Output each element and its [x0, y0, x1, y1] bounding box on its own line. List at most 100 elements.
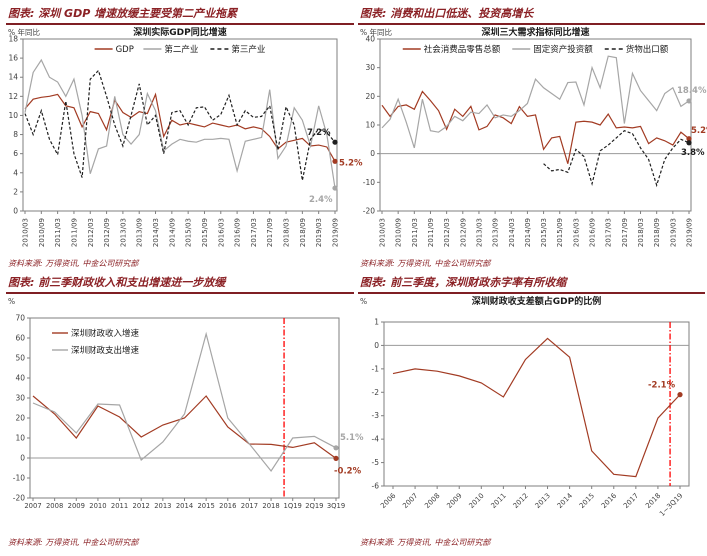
svg-text:第三产业: 第三产业	[231, 44, 265, 55]
svg-text:2017: 2017	[241, 502, 258, 510]
svg-text:1Q19: 1Q19	[284, 502, 302, 510]
svg-text:4: 4	[13, 168, 18, 177]
svg-text:2014/03: 2014/03	[508, 218, 516, 247]
panel-fiscal-deficit: 图表: 前三季度，深圳财政赤字率有所收缩 % 深圳财政收支差额占GDP的比例 -6 -…	[358, 272, 705, 551]
svg-text:%: %	[360, 297, 367, 306]
svg-text:0: 0	[20, 454, 25, 463]
svg-text:1: 1	[374, 318, 379, 327]
svg-text:-4: -4	[372, 435, 380, 444]
svg-text:-2: -2	[372, 388, 380, 397]
svg-text:2018: 2018	[644, 492, 662, 510]
svg-text:-3: -3	[372, 411, 380, 420]
svg-text:2017/09: 2017/09	[621, 218, 629, 247]
svg-text:10: 10	[8, 111, 18, 120]
svg-text:2014: 2014	[556, 491, 575, 510]
svg-text:2010/09: 2010/09	[38, 218, 46, 247]
chart-fiscal-growth: % -20 -10 0 10 20 30 40 50 60 70 2007 2008 2009 2010 20…	[8, 297, 364, 510]
svg-text:深圳财政收入增速: 深圳财政收入增速	[71, 328, 140, 339]
svg-text:2016: 2016	[219, 502, 236, 510]
svg-text:2019/09: 2019/09	[332, 218, 340, 247]
svg-text:社会消费品零售总额: 社会消费品零售总额	[424, 44, 501, 55]
svg-text:%: %	[8, 297, 15, 306]
svg-text:30: 30	[365, 63, 375, 72]
svg-text:2015/09: 2015/09	[201, 218, 209, 247]
svg-text:2012/09: 2012/09	[459, 218, 467, 247]
svg-text:第二产业: 第二产业	[164, 44, 198, 55]
svg-text:2014: 2014	[176, 502, 193, 510]
svg-text:2010/03: 2010/03	[379, 218, 387, 247]
svg-text:2018/09: 2018/09	[653, 218, 661, 247]
svg-text:2016/09: 2016/09	[589, 218, 597, 247]
svg-text:-10: -10	[13, 474, 25, 483]
svg-text:-0.2%: -0.2%	[334, 466, 362, 476]
svg-text:2013: 2013	[154, 502, 171, 510]
svg-text:2007: 2007	[24, 502, 41, 510]
svg-text:10: 10	[15, 434, 25, 443]
svg-text:-20: -20	[363, 207, 375, 216]
panel-title: 图表: 深圳 GDP 增速放缓主要受第二产业拖累	[6, 3, 354, 25]
svg-text:2012/09: 2012/09	[103, 218, 111, 247]
svg-text:货物出口额: 货物出口额	[626, 44, 669, 55]
svg-text:2019/03: 2019/03	[669, 218, 677, 247]
svg-text:7.2%: 7.2%	[307, 128, 331, 138]
svg-text:40: 40	[15, 374, 25, 383]
svg-text:2010: 2010	[467, 492, 485, 510]
svg-text:2017/03: 2017/03	[250, 218, 258, 247]
svg-text:深圳实际GDP同比增速: 深圳实际GDP同比增速	[133, 26, 226, 38]
svg-text:2012/03: 2012/03	[87, 218, 95, 247]
svg-text:2010: 2010	[89, 502, 106, 510]
svg-text:2016/03: 2016/03	[217, 218, 225, 247]
svg-text:-2.1%: -2.1%	[648, 381, 676, 391]
source-note: 资料来源: 万得资讯, 中金公司研究部	[360, 259, 491, 268]
svg-text:2013: 2013	[534, 492, 552, 510]
svg-text:2014/03: 2014/03	[152, 218, 160, 247]
svg-text:2010/09: 2010/09	[395, 218, 403, 247]
svg-text:2013/09: 2013/09	[136, 218, 144, 247]
svg-text:-5: -5	[372, 458, 380, 467]
svg-text:5.2%: 5.2%	[339, 158, 363, 168]
svg-text:6: 6	[13, 149, 18, 158]
svg-text:2011/03: 2011/03	[411, 218, 419, 247]
svg-text:2006: 2006	[379, 491, 398, 510]
panel-title: 图表: 消费和出口低迷、投资高增长	[358, 3, 705, 25]
svg-text:2: 2	[13, 187, 18, 196]
panel-gdp-growth: 图表: 深圳 GDP 增速放缓主要受第二产业拖累 % 年同比 深圳实际GDP同比增…	[6, 3, 363, 272]
svg-text:8: 8	[13, 130, 18, 139]
chart-demand-indicators: % 年同比 深圳三大需求指标同比增速 -20 -10 0 10 20 30 40 2010/03 2…	[360, 26, 707, 247]
svg-text:2011: 2011	[111, 502, 128, 510]
svg-text:2Q19: 2Q19	[305, 502, 323, 510]
svg-text:2018: 2018	[262, 502, 279, 510]
svg-text:深圳财政支出增速: 深圳财政支出增速	[71, 345, 140, 356]
svg-text:2018/03: 2018/03	[283, 218, 291, 247]
svg-text:2011/03: 2011/03	[54, 218, 62, 247]
panel-title: 图表: 前三季财政收入和支出增速进一步放缓	[6, 272, 354, 294]
svg-text:2016/03: 2016/03	[572, 218, 580, 247]
svg-text:2015: 2015	[197, 502, 214, 510]
svg-text:2015/03: 2015/03	[185, 218, 193, 247]
svg-text:2017: 2017	[622, 492, 640, 510]
svg-text:-6: -6	[372, 482, 380, 491]
svg-text:2015: 2015	[578, 492, 596, 510]
source-note: 资料来源: 万得资讯, 中金公司研究部	[8, 538, 139, 547]
source-note: 资料来源: 万得资讯, 中金公司研究部	[8, 259, 139, 268]
svg-text:2017/03: 2017/03	[605, 218, 613, 247]
svg-text:14: 14	[8, 73, 18, 82]
svg-text:2016: 2016	[600, 491, 619, 510]
svg-text:1~3Q19: 1~3Q19	[658, 492, 684, 518]
panel-title: 图表: 前三季度，深圳财政赤字率有所收缩	[358, 272, 705, 294]
svg-text:0: 0	[374, 341, 379, 350]
svg-text:2013/03: 2013/03	[475, 218, 483, 247]
svg-text:深圳三大需求指标同比增速: 深圳三大需求指标同比增速	[481, 26, 589, 38]
svg-text:深圳财政收支差额占GDP的比例: 深圳财政收支差额占GDP的比例	[472, 295, 601, 307]
svg-text:2014/09: 2014/09	[168, 218, 176, 247]
svg-text:30: 30	[15, 394, 25, 403]
svg-text:2010/03: 2010/03	[22, 218, 30, 247]
svg-text:-1: -1	[372, 364, 380, 373]
svg-text:10: 10	[365, 121, 375, 130]
svg-text:2.4%: 2.4%	[309, 195, 333, 205]
svg-text:-10: -10	[363, 178, 375, 187]
svg-text:2011: 2011	[490, 492, 508, 510]
svg-text:0: 0	[13, 207, 18, 216]
svg-text:2017/09: 2017/09	[266, 218, 274, 247]
svg-text:2012: 2012	[512, 492, 530, 510]
